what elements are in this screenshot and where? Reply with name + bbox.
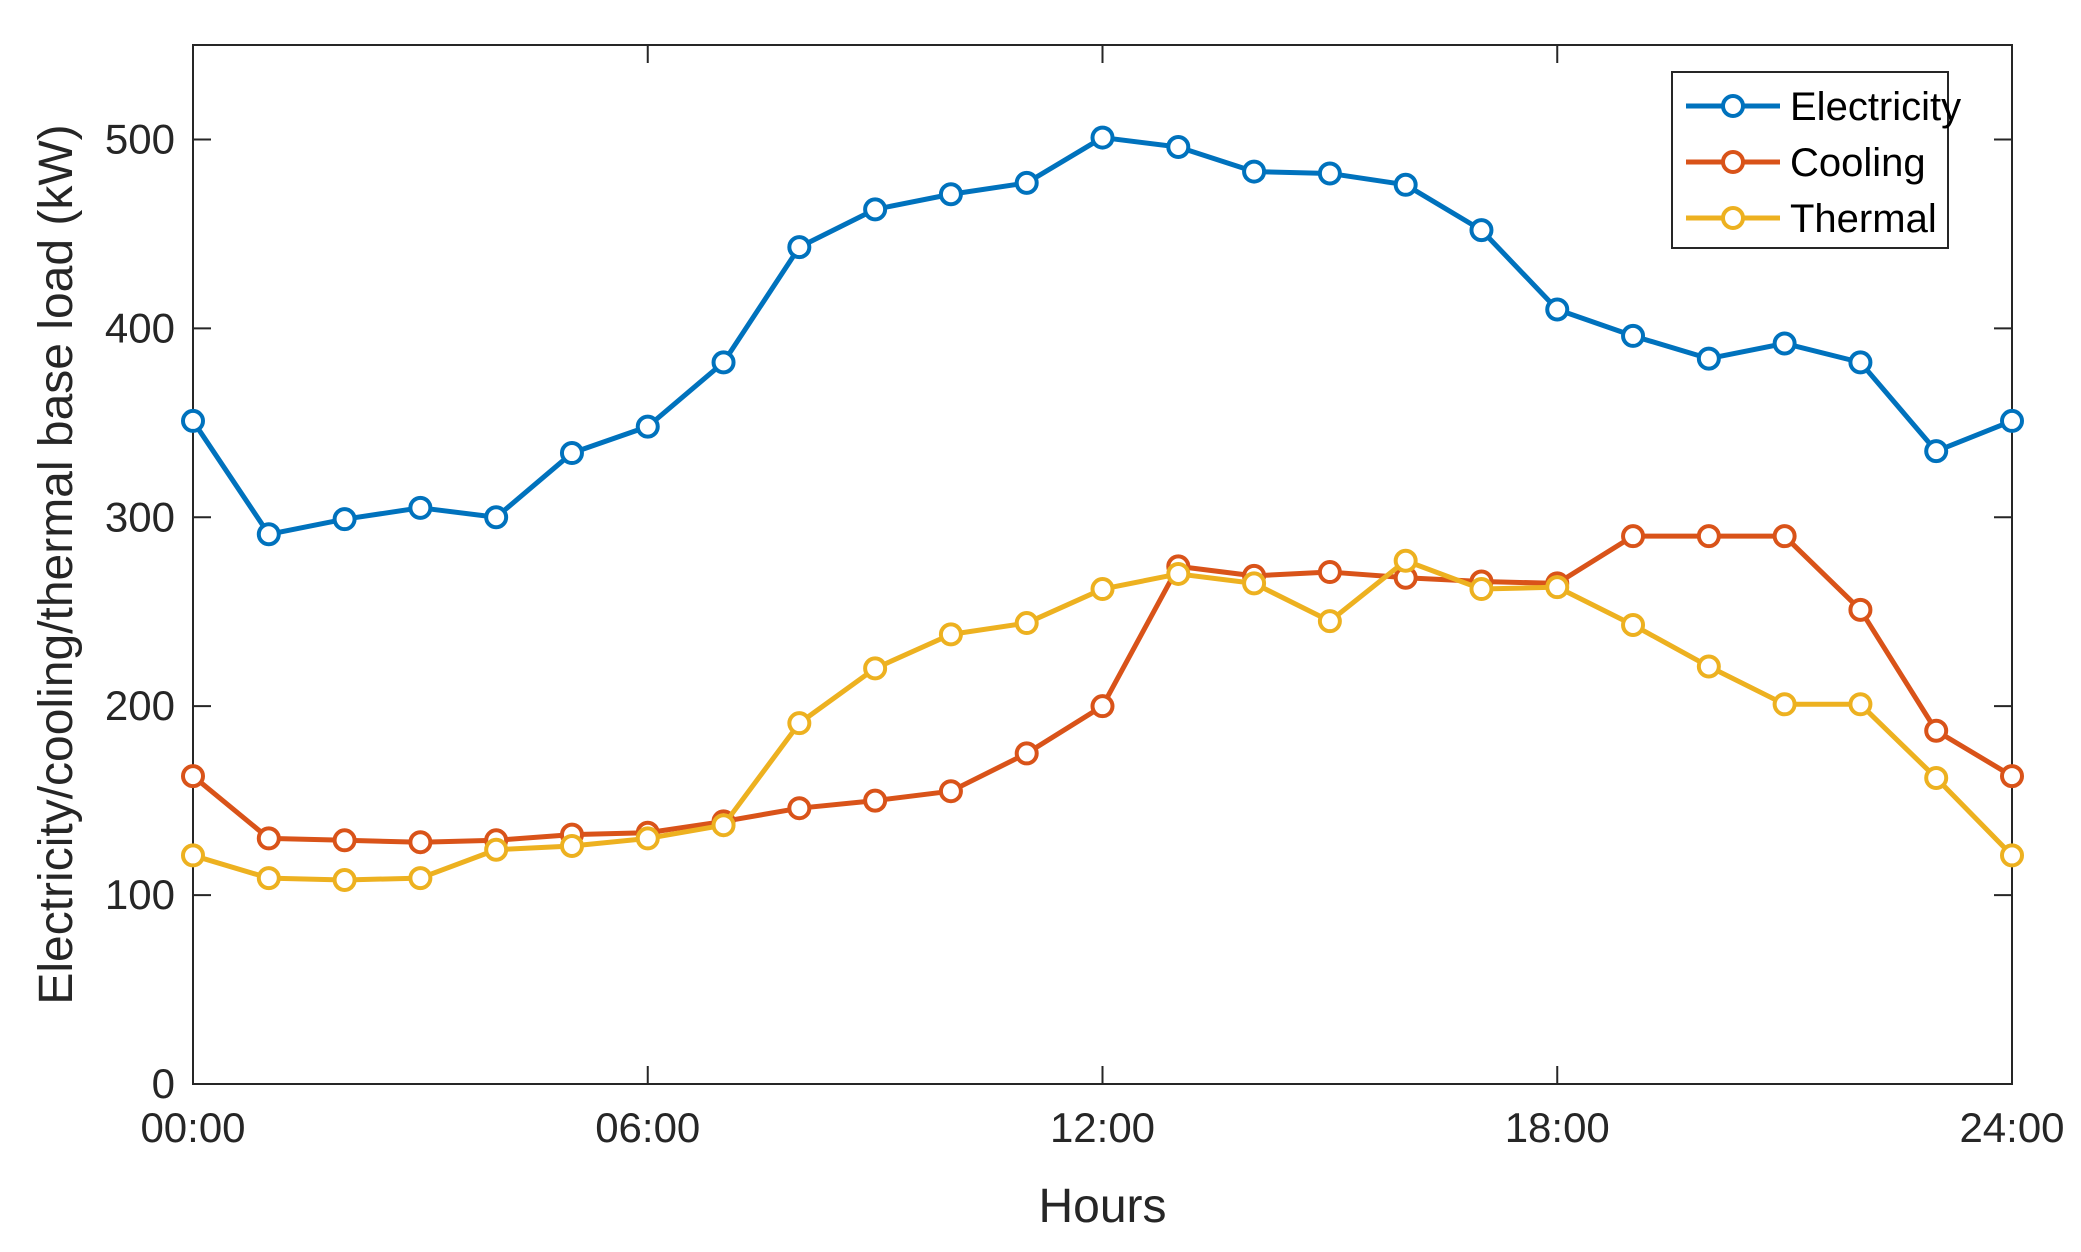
data-point-electricity — [1166, 135, 1191, 160]
x-tick-label: 24:00 — [1959, 1104, 2064, 1151]
data-point-thermal — [1317, 609, 1342, 634]
data-point-cooling — [1621, 524, 1646, 549]
legend-marker-swatch — [1721, 94, 1745, 118]
y-tick-label: 500 — [105, 115, 175, 162]
data-point-thermal — [408, 866, 433, 891]
data-point-electricity — [484, 505, 509, 530]
legend: Electricity Cooling Thermal — [1671, 71, 1961, 249]
data-point-cooling — [332, 828, 357, 853]
data-point-electricity — [635, 414, 660, 439]
data-point-electricity — [1469, 218, 1494, 243]
data-point-electricity — [1393, 172, 1418, 197]
data-point-thermal — [787, 711, 812, 736]
data-point-electricity — [332, 507, 357, 532]
data-point-cooling — [1014, 741, 1039, 766]
data-point-electricity — [1317, 161, 1342, 186]
legend-label: Thermal — [1790, 197, 1937, 241]
series-layer — [181, 125, 2024, 892]
series-electricity — [181, 125, 2024, 547]
data-point-cooling — [408, 830, 433, 855]
data-point-thermal — [181, 843, 205, 868]
data-point-electricity — [2000, 408, 2024, 433]
legend-label: Cooling — [1790, 141, 1926, 185]
label-layer: Hours Electricity/cooling/thermal base l… — [30, 124, 1167, 1233]
data-point-thermal — [332, 867, 357, 892]
data-point-thermal — [1166, 561, 1191, 586]
data-point-electricity — [1090, 125, 1115, 150]
data-point-cooling — [2000, 764, 2024, 789]
data-point-electricity — [863, 197, 888, 222]
data-point-electricity — [1014, 170, 1039, 195]
data-point-electricity — [559, 441, 584, 466]
series-thermal — [181, 548, 2024, 892]
data-point-electricity — [787, 235, 812, 260]
x-tick-label: 00:00 — [140, 1104, 245, 1151]
data-point-electricity — [1545, 297, 1570, 322]
y-tick-label: 100 — [105, 871, 175, 918]
data-point-thermal — [1696, 654, 1721, 679]
data-point-electricity — [256, 522, 281, 547]
legend-item-cooling: Cooling — [1686, 141, 1926, 185]
data-point-electricity — [1242, 159, 1267, 184]
data-point-electricity — [1772, 331, 1797, 356]
data-point-cooling — [1772, 524, 1797, 549]
legend-item-thermal: Thermal — [1686, 197, 1937, 241]
x-tick-label: 06:00 — [595, 1104, 700, 1151]
data-point-cooling — [1848, 597, 1873, 622]
data-point-thermal — [1924, 765, 1949, 790]
data-point-thermal — [1090, 577, 1115, 602]
data-point-thermal — [484, 837, 509, 862]
series-line-thermal — [192, 558, 2014, 883]
data-point-cooling — [181, 764, 205, 789]
tick-layer: 00:00 06:00 12:00 18:00 24:00 0 100 200 300 400 50… — [105, 45, 2065, 1151]
data-point-thermal — [711, 813, 736, 838]
data-point-thermal — [1469, 577, 1494, 602]
data-point-cooling — [1090, 694, 1115, 719]
data-point-cooling — [1696, 524, 1721, 549]
legend-label: Electricity — [1790, 85, 1961, 129]
x-tick-label: 18:00 — [1505, 1104, 1610, 1151]
data-point-electricity — [408, 495, 433, 520]
data-point-electricity — [1924, 439, 1949, 464]
data-point-thermal — [1545, 575, 1570, 600]
data-point-electricity — [1848, 350, 1873, 375]
legend-item-electricity: Electricity — [1686, 85, 1961, 129]
data-point-cooling — [256, 826, 281, 851]
data-point-thermal — [938, 622, 963, 647]
data-point-electricity — [181, 408, 205, 433]
legend-marker-swatch — [1721, 206, 1745, 230]
data-point-thermal — [1621, 612, 1646, 637]
x-axis-title: Hours — [1038, 1180, 1166, 1233]
series-cooling — [181, 524, 2024, 855]
data-point-thermal — [1393, 548, 1418, 573]
data-point-thermal — [256, 866, 281, 891]
legend-marker-swatch — [1721, 150, 1745, 174]
y-tick-label: 300 — [105, 493, 175, 540]
data-point-electricity — [1621, 323, 1646, 348]
y-tick-label: 200 — [105, 682, 175, 729]
y-tick-label: 400 — [105, 304, 175, 351]
data-point-thermal — [1242, 571, 1267, 596]
data-point-thermal — [635, 826, 660, 851]
data-point-electricity — [711, 350, 736, 375]
data-point-thermal — [2000, 843, 2024, 868]
data-point-thermal — [863, 656, 888, 681]
data-point-cooling — [1317, 560, 1342, 585]
data-point-thermal — [1772, 692, 1797, 717]
x-tick-label: 12:00 — [1050, 1104, 1155, 1151]
data-point-cooling — [863, 788, 888, 813]
y-axis-title: Electricity/cooling/thermal base load (k… — [30, 124, 83, 1004]
data-point-thermal — [559, 833, 584, 858]
data-point-cooling — [1924, 718, 1949, 743]
data-point-electricity — [938, 182, 963, 207]
data-point-thermal — [1848, 692, 1873, 717]
data-point-thermal — [1014, 611, 1039, 636]
data-point-electricity — [1696, 346, 1721, 371]
data-point-cooling — [938, 779, 963, 804]
data-point-cooling — [787, 796, 812, 821]
y-tick-label: 0 — [152, 1060, 175, 1107]
